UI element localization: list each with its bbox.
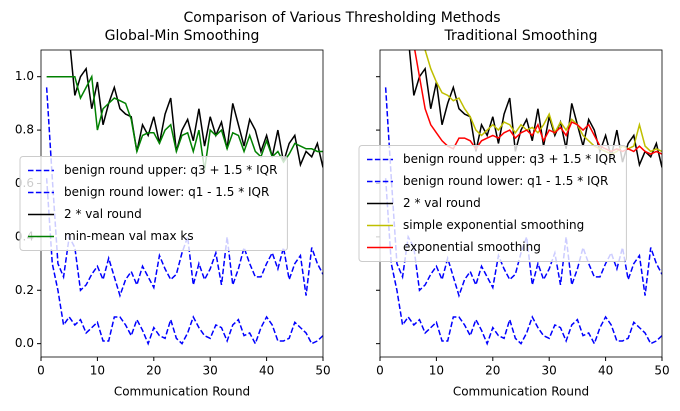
- legend: benign round upper: q3 + 1.5 * IQR benign…: [358, 145, 627, 262]
- x-tick-label: 0: [376, 364, 384, 378]
- series-line: [45, 178, 323, 346]
- y-tick-label: 1.0: [15, 69, 34, 83]
- series-line: [384, 178, 662, 346]
- legend-label: 2 * val round: [403, 196, 481, 210]
- legend-label: min-mean val max ks: [64, 229, 194, 243]
- x-tick-label: 40: [259, 364, 274, 378]
- series-line: [408, 50, 662, 168]
- y-tick-label: 0.2: [15, 283, 34, 297]
- axis-title: Traditional Smoothing: [443, 28, 597, 44]
- series-line: [69, 50, 323, 168]
- legend-label: exponential smoothing: [403, 240, 541, 254]
- y-tick-label: 0.0: [15, 336, 34, 350]
- series-line: [46, 74, 323, 171]
- x-tick-label: 20: [485, 364, 500, 378]
- y-tick-label: 0.8: [15, 123, 34, 137]
- legend-label: benign round lower: q1 - 1.5 * IQR: [64, 185, 269, 199]
- legend-box: [19, 156, 288, 251]
- x-axis-label: Communication Round: [114, 385, 250, 399]
- x-tick-label: 50: [315, 364, 330, 378]
- legend-label: benign round upper: q3 + 1.5 * IQR: [403, 152, 616, 166]
- x-tick-label: 30: [203, 364, 218, 378]
- legend: benign round upper: q3 + 1.5 * IQR benign…: [19, 156, 288, 251]
- legend-label: 2 * val round: [64, 207, 142, 221]
- x-tick-label: 0: [37, 364, 45, 378]
- x-tick-label: 20: [146, 364, 161, 378]
- x-tick-label: 10: [429, 364, 444, 378]
- x-axis-label: Communication Round: [453, 385, 589, 399]
- legend-label: benign round upper: q3 + 1.5 * IQR: [64, 163, 277, 177]
- x-tick-label: 30: [542, 364, 557, 378]
- legend-label: simple exponential smoothing: [403, 218, 584, 232]
- legend-label: benign round lower: q1 - 1.5 * IQR: [403, 174, 608, 188]
- axis-title: Global-Min Smoothing: [105, 28, 260, 44]
- x-tick-label: 40: [598, 364, 613, 378]
- legend-box: [358, 145, 627, 262]
- figure-title: Comparison of Various Thresholding Metho…: [183, 10, 500, 26]
- x-tick-label: 10: [90, 364, 105, 378]
- x-tick-label: 50: [654, 364, 669, 378]
